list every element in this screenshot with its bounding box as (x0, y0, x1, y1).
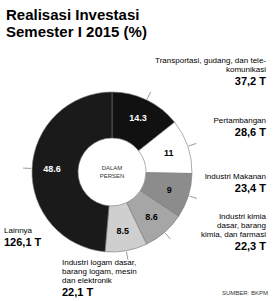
svg-text:14.3: 14.3 (129, 113, 147, 123)
svg-text:kimia, dan farmasi: kimia, dan farmasi (201, 230, 266, 239)
svg-text:DALAM: DALAM (102, 165, 123, 171)
svg-text:Realisasi Investasi: Realisasi Investasi (6, 6, 139, 23)
svg-text:barang logam, mesin: barang logam, mesin (62, 267, 137, 276)
svg-text:126,1 T: 126,1 T (4, 236, 42, 248)
svg-text:dan elektronik: dan elektronik (62, 276, 113, 285)
svg-text:komunikasi: komunikasi (226, 65, 266, 74)
svg-text:48.6: 48.6 (43, 164, 61, 174)
svg-text:8.5: 8.5 (116, 226, 129, 236)
svg-text:Pertambangan: Pertambangan (214, 116, 266, 125)
svg-text:Semester I 2015 (%): Semester I 2015 (%) (6, 23, 147, 40)
svg-text:22,3 T: 22,3 T (235, 240, 266, 252)
svg-text:23,4 T: 23,4 T (235, 182, 266, 194)
svg-text:37,2 T: 37,2 T (235, 75, 266, 87)
svg-text:Transportasi, gudang, dan tele: Transportasi, gudang, dan tele- (155, 56, 266, 65)
svg-text:Industri logam dasar,: Industri logam dasar, (62, 258, 136, 267)
svg-text:Lainnya: Lainnya (4, 226, 33, 235)
svg-text:dasar, barang: dasar, barang (217, 221, 266, 230)
svg-text:9: 9 (167, 185, 172, 195)
svg-text:28,6 T: 28,6 T (235, 126, 266, 138)
svg-text:Industri kimia: Industri kimia (219, 212, 267, 221)
svg-text:PERSEN: PERSEN (100, 173, 125, 179)
svg-text:8.6: 8.6 (145, 212, 158, 222)
svg-text:22,1 T: 22,1 T (62, 286, 93, 298)
svg-text:Industri Makanan: Industri Makanan (205, 172, 266, 181)
svg-text:11: 11 (164, 148, 174, 158)
svg-text:SUMBER: BKPM: SUMBER: BKPM (222, 290, 268, 296)
